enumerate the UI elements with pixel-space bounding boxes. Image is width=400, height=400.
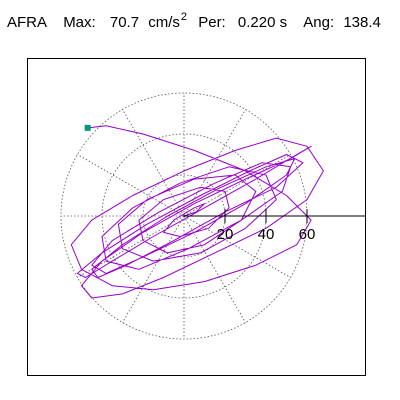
max-label: Max:	[63, 14, 96, 31]
series-layer	[70, 125, 324, 299]
polar-spoke-30	[183, 154, 291, 217]
orbit-trace-0	[70, 125, 324, 299]
max-unit: cm/s	[148, 14, 180, 31]
start-marker	[84, 124, 91, 131]
axis-layer: 20 40 60	[184, 209, 365, 243]
polar-spoke-240	[122, 215, 185, 323]
marker-layer	[84, 124, 91, 131]
max-unit-exponent: 2	[180, 11, 188, 23]
x-tick-label-60: 60	[299, 226, 316, 243]
period-label: Per:	[198, 14, 226, 31]
x-tick-label-20: 20	[217, 226, 234, 243]
polar-spoke-120	[122, 109, 185, 217]
max-value: 70.7	[109, 14, 140, 31]
station-code: AFRA	[7, 14, 48, 31]
orbit-plot: 20 40 60	[60, 92, 365, 340]
polar-spoke-330	[183, 215, 291, 278]
polar-spoke-60	[183, 109, 246, 217]
plot-frame: 20 40 60	[27, 58, 366, 376]
polar-spoke-300	[183, 215, 246, 323]
angle-label: Ang:	[303, 14, 335, 31]
period-value: 0.220 s	[237, 14, 288, 31]
x-tick-label-40: 40	[258, 226, 275, 243]
polar-spoke-150	[77, 154, 185, 217]
chart-header: AFRA Max: 70.7 cm/s2 Per: 0.220 s Ang: 1…	[7, 11, 397, 42]
angle-value: 138.4	[343, 14, 381, 31]
